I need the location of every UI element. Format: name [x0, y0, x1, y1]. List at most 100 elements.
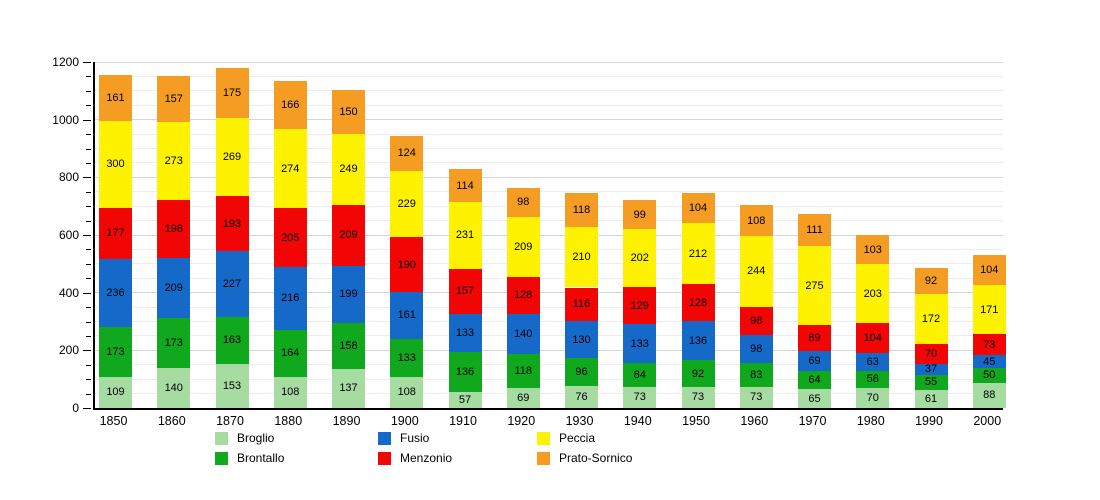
bar-value-label: 58 — [866, 373, 879, 386]
bar-value-label: 210 — [572, 251, 591, 264]
bar-value-label: 172 — [921, 312, 941, 325]
gridline — [95, 263, 1003, 265]
bar-segment-prato-sornico — [565, 192, 598, 227]
gridline — [95, 321, 1003, 322]
plot-area: 109 173 236 177 300 161 140 173 209 198 273 157 153 1… — [93, 61, 1006, 410]
bar-segment-prato-sornico — [856, 234, 890, 265]
bar-value-label: 104 — [980, 263, 999, 276]
bar-segment-brontallo — [739, 363, 773, 387]
bar-value-label: 108 — [397, 386, 416, 399]
bar-value-label: 98 — [750, 342, 763, 355]
bar-value-label: 158 — [339, 339, 358, 352]
legend-swatch — [215, 431, 228, 445]
legend-label: Fusio — [400, 430, 430, 445]
x-tick-label: 1870 — [216, 414, 244, 428]
bar-value-label: 89 — [808, 332, 821, 345]
bar-segment-fusio — [914, 363, 948, 375]
y-tick — [86, 162, 91, 164]
bar-segment-prato-sornico — [215, 67, 249, 119]
bar-segment-menzonio — [972, 334, 1006, 356]
bar-segment-fusio — [215, 251, 249, 317]
bar-value-label: 216 — [281, 292, 300, 305]
bar-segment-broglio — [332, 368, 365, 408]
bar-segment-fusio — [856, 352, 890, 372]
bar-segment-menzonio — [681, 284, 715, 322]
y-tick — [86, 335, 91, 337]
bar-segment-fusio — [99, 258, 132, 327]
bar-segment-peccia — [273, 129, 307, 209]
bar-value-label: 193 — [222, 217, 242, 230]
x-tick-label: 1940 — [623, 414, 652, 428]
bar-value-label: 45 — [983, 355, 996, 368]
bar-segment-brontallo — [273, 329, 307, 377]
bar-value-label: 140 — [514, 327, 533, 340]
bar-value-label: 99 — [633, 208, 646, 221]
bar-value-label: 166 — [281, 99, 300, 112]
x-tick-label: 1860 — [157, 414, 186, 428]
bar-value-label: 209 — [339, 229, 358, 242]
bar-value-label: 70 — [924, 347, 938, 360]
y-tick — [86, 307, 91, 309]
bar-value-label: 108 — [281, 386, 300, 399]
bar-segment-peccia — [506, 216, 540, 277]
bar-value-label: 205 — [281, 231, 300, 244]
bar-segment-broglio — [739, 386, 773, 408]
y-tick — [83, 235, 91, 236]
bar-segment-fusio — [972, 355, 1006, 369]
y-tick — [83, 62, 91, 63]
y-tick-label: 800 — [58, 170, 79, 185]
bar-value-label: 136 — [688, 334, 708, 347]
bar-value-label: 236 — [106, 286, 125, 299]
bar-segment-brontallo — [99, 326, 132, 377]
bar-segment-peccia — [157, 121, 191, 201]
bar-segment-menzonio — [157, 200, 191, 258]
bar-value-label: 177 — [106, 227, 125, 240]
gridline — [95, 119, 1003, 121]
bar-segment-broglio — [972, 382, 1006, 408]
bar-segment-brontallo — [856, 371, 890, 388]
x-tick-label: 1990 — [915, 414, 943, 428]
legend-label: Menzonio — [400, 450, 453, 465]
bar-segment-menzonio — [273, 208, 307, 268]
bar-segment-brontallo — [623, 362, 657, 387]
y-tick — [86, 278, 91, 280]
bar-segment-broglio — [448, 391, 482, 408]
bar-segment-prato-sornico — [914, 267, 948, 295]
bar-segment-brontallo — [565, 358, 598, 387]
bar-segment-brontallo — [914, 374, 948, 391]
bar-segment-broglio — [215, 363, 249, 408]
gridline — [95, 378, 1003, 380]
x-tick-label: 1910 — [449, 414, 477, 428]
bar-segment-fusio — [565, 320, 598, 359]
bar-value-label: 209 — [514, 240, 533, 253]
bar-segment-prato-sornico — [798, 213, 831, 246]
gridline — [95, 191, 1003, 193]
x-tick-label: 1930 — [565, 414, 594, 428]
bar-value-label: 70 — [866, 391, 879, 404]
bar-value-label: 229 — [397, 198, 416, 211]
bar-segment-peccia — [856, 264, 890, 323]
x-tick-label: 1950 — [682, 414, 710, 428]
y-tick — [86, 105, 91, 107]
bar-value-label: 128 — [514, 289, 533, 302]
bar-value-label: 108 — [747, 214, 766, 227]
legend-entry-brontallo: Brontallo — [215, 451, 284, 465]
bar-value-label: 227 — [222, 278, 242, 291]
bar-value-label: 133 — [397, 351, 416, 364]
bar-segment-broglio — [798, 389, 831, 408]
bar-value-label: 96 — [575, 366, 588, 379]
bar-value-label: 269 — [222, 151, 242, 164]
gridline — [95, 162, 1003, 164]
bar-segment-fusio — [390, 292, 424, 339]
bar-segment-brontallo — [972, 368, 1006, 383]
bar-segment-menzonio — [623, 287, 657, 325]
bar-segment-broglio — [914, 390, 948, 408]
bar-value-label: 55 — [924, 376, 938, 389]
bar-value-label: 83 — [750, 369, 763, 381]
gridline — [95, 176, 1003, 178]
bar-segment-brontallo — [332, 322, 365, 369]
bar-value-label: 164 — [281, 347, 300, 360]
x-tick-label: 1890 — [332, 414, 361, 428]
bar-value-label: 130 — [572, 333, 591, 346]
bar-value-label: 73 — [750, 391, 763, 404]
